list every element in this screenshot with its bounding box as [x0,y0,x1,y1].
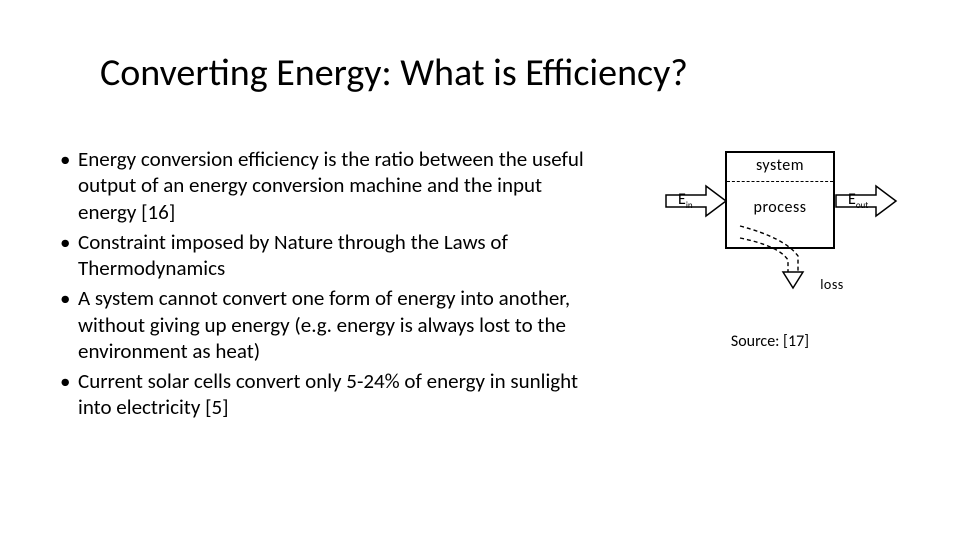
bullet-item: Energy conversion efficiency is the rati… [60,146,600,225]
e-out-label: Eout [848,190,868,211]
process-label: process [725,198,835,217]
content-row: Energy conversion efficiency is the rati… [60,146,920,425]
diagram-source: Source: [17] [731,332,809,351]
arrow-in-icon [664,184,728,218]
loss-label: loss [812,276,852,293]
bullet-item: Constraint imposed by Nature through the… [60,229,600,282]
system-divider [727,181,833,182]
e-in-label: Ein [678,190,693,211]
diagram-column: system process Ein Eout [620,146,920,351]
bullet-list: Energy conversion efficiency is the rati… [60,146,600,425]
bullet-item: Current solar cells convert only 5-24% o… [60,368,600,421]
system-label: system [725,156,835,175]
bullet-item: A system cannot convert one form of ener… [60,285,600,364]
efficiency-diagram: system process Ein Eout [620,146,920,326]
page-title: Converting Energy: What is Efficiency? [100,50,920,96]
